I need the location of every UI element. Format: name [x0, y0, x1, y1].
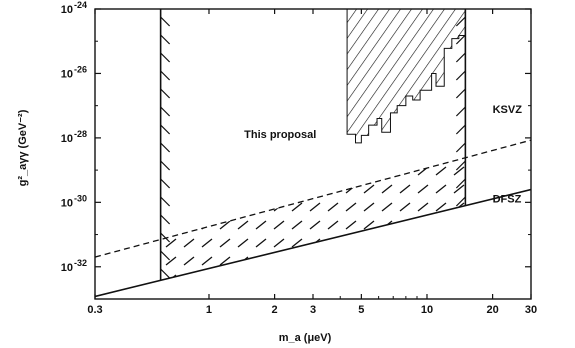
excluded-region	[346, 9, 466, 144]
y-axis-title: g²_aγγ (GeV⁻²)	[17, 109, 29, 186]
left-edge-hatch-mark-2	[160, 52, 171, 63]
x-axis-ticks: 0.3 1 2 3 5 10 20 30	[87, 9, 537, 316]
y-tick-label-0: 10-24	[61, 0, 87, 16]
left-edge-hatch-mark-12	[160, 232, 171, 243]
left-edge-hatch-mark-8	[160, 160, 171, 171]
x-tick-label-6: 20	[486, 304, 498, 316]
x-tick-label-2: 2	[272, 304, 278, 316]
x-tick-label-5: 10	[421, 304, 433, 316]
left-edge-hatch-mark-7	[160, 142, 171, 153]
dfsz-line	[95, 188, 531, 298]
y-axis-ticks: 10-24 10-26 10-28 10-30 10-32	[61, 0, 531, 300]
right-edge-hatch-mark-1	[455, 34, 466, 45]
y-axis-title-text: g²_aγγ (GeV⁻²)	[17, 109, 29, 186]
ksvz-line	[95, 139, 531, 258]
y-tick-label-1: 10-26	[61, 64, 87, 80]
right-edge-hatch-mark-7	[455, 142, 466, 153]
annotation-ksvz: KSVZ	[493, 104, 523, 116]
x-axis-title: m_a (μeV)	[279, 332, 332, 344]
hatch-band	[160, 157, 466, 281]
left-edge-hatch-mark-9	[160, 178, 171, 189]
annotation-dfsz: DFSZ	[493, 193, 522, 205]
right-edge-hatch-mark-0	[455, 16, 466, 27]
left-edge-hatch-mark-0	[160, 16, 171, 27]
x-tick-label-7: 30	[525, 304, 537, 316]
right-edge-hatch-mark-6	[455, 124, 466, 135]
left-edge-hatch-mark-14	[160, 268, 171, 279]
right-edge-hatch-mark-2	[455, 52, 466, 63]
y-tick-label-4: 10-32	[61, 258, 87, 274]
left-edge-hatch-mark-3	[160, 70, 171, 81]
right-edge-hatch-mark-8	[455, 160, 466, 171]
left-edge-hatch-mark-5	[160, 106, 171, 117]
y-tick-label-3: 10-30	[61, 193, 87, 209]
left-edge-hatch-mark-13	[160, 250, 171, 261]
x-tick-label-4: 5	[358, 304, 364, 316]
annotation-this-proposal: This proposal	[244, 129, 316, 141]
x-tick-label-0: 0.3	[87, 304, 102, 316]
right-edge-hatch-mark-3	[455, 70, 466, 81]
left-edge-hatch-mark-11	[160, 214, 171, 225]
annotations: This proposal KSVZ DFSZ	[244, 104, 522, 206]
left-edge-hatch-mark-1	[160, 34, 171, 45]
x-axis-title-text: m_a (μeV)	[279, 332, 332, 344]
right-edge-hatch-mark-9	[455, 178, 466, 189]
x-tick-label-3: 3	[310, 304, 316, 316]
y-tick-label-2: 10-28	[61, 129, 87, 145]
right-edge-hatch-mark-4	[455, 88, 466, 99]
right-edge-hatch-mark-10	[455, 196, 466, 207]
left-edge-hatch	[160, 16, 171, 279]
right-edge-hatch	[455, 16, 466, 207]
x-tick-label-1: 1	[206, 304, 212, 316]
right-edge-hatch-mark-5	[455, 106, 466, 117]
left-edge-hatch-mark-4	[160, 88, 171, 99]
left-edge-hatch-mark-10	[160, 196, 171, 207]
plot-body	[95, 9, 531, 298]
left-edge-hatch-mark-6	[160, 124, 171, 135]
